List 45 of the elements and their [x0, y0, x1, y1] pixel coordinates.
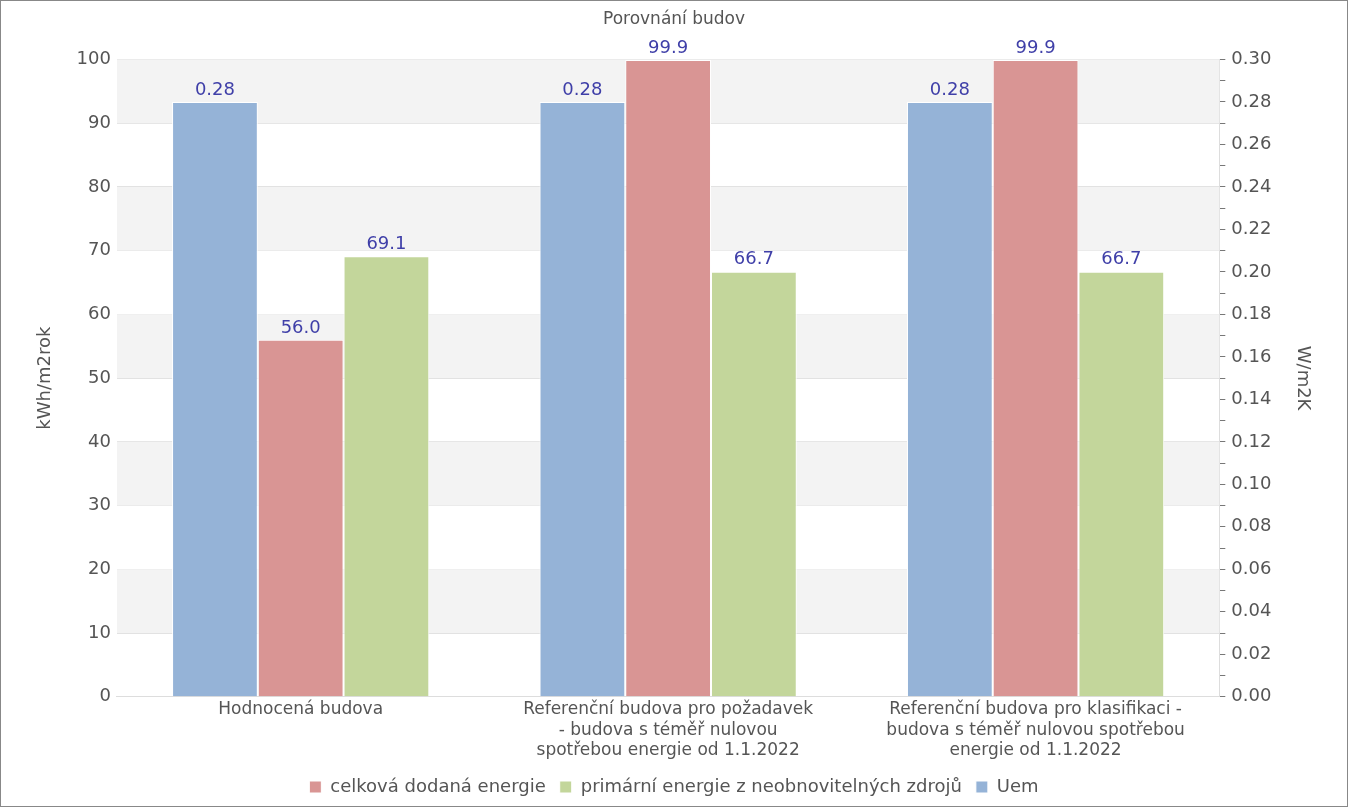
y2-axis-title: W/m2K — [1293, 345, 1315, 412]
data-label: 0.28 — [194, 77, 235, 99]
y-tick-label: 20 — [88, 556, 111, 578]
data-label: 0.28 — [562, 77, 603, 99]
y2-tick-label: 0.26 — [1231, 132, 1272, 154]
y-tick-label: 0 — [99, 684, 111, 706]
x-tick-label: Hodnocená budova — [218, 698, 384, 719]
y2-tick-label: 0.10 — [1231, 472, 1272, 494]
y-tick-label: 100 — [76, 47, 111, 69]
y2-tick-label: 0.14 — [1231, 387, 1272, 409]
data-label: 66.7 — [1101, 247, 1142, 269]
y2-tick-label: 0.06 — [1231, 556, 1272, 578]
y2-tick-label: 0.28 — [1231, 89, 1272, 111]
y2-tick-label: 0.12 — [1231, 429, 1272, 451]
legend-label: primární energie z neobnovitelných zdrojů — [580, 774, 962, 796]
y-tick-label: 80 — [88, 174, 111, 196]
x-tick-label: Referenční budova pro požadavek - budova s téměř nulovou spotřebou energie od 1.1.2022 — [523, 698, 814, 760]
y2-tick-label: 0.20 — [1231, 259, 1272, 281]
y-tick-label: 10 — [88, 620, 111, 642]
y2-tick-label: 0.22 — [1231, 217, 1272, 239]
y2-tick-label: 0.30 — [1231, 47, 1272, 69]
legend-label: Uem — [996, 774, 1039, 796]
y-tick-label: 90 — [88, 110, 111, 132]
data-label: 66.7 — [733, 247, 774, 269]
y2-tick-label: 0.18 — [1231, 302, 1272, 324]
data-label: 99.9 — [1015, 35, 1056, 57]
y-axis-title: kWh/m2rok — [33, 325, 55, 430]
y2-tick-label: 0.00 — [1231, 684, 1272, 706]
y2-tick-label: 0.04 — [1231, 599, 1272, 621]
data-label: 56.0 — [280, 315, 321, 337]
data-label: 0.28 — [929, 77, 970, 99]
chart-title: Porovnání budov — [602, 7, 746, 28]
y2-tick-label: 0.02 — [1231, 641, 1272, 663]
y2-tick-label: 0.08 — [1231, 514, 1272, 536]
x-tick-label: Referenční budova pro klasifikaci - budova s téměř nulovou spotřebou energie od 1.1.2022 — [886, 698, 1185, 760]
y-tick-label: 60 — [88, 302, 111, 324]
y2-tick-label: 0.16 — [1231, 344, 1272, 366]
y-tick-label: 50 — [88, 365, 111, 387]
data-label: 99.9 — [648, 35, 689, 57]
y-tick-label: 40 — [88, 429, 111, 451]
y2-tick-label: 0.24 — [1231, 174, 1272, 196]
y-tick-label: 70 — [88, 238, 111, 260]
y-tick-label: 30 — [88, 493, 111, 515]
data-label: 69.1 — [366, 232, 407, 254]
legend-label: celková dodaná energie — [330, 774, 546, 796]
